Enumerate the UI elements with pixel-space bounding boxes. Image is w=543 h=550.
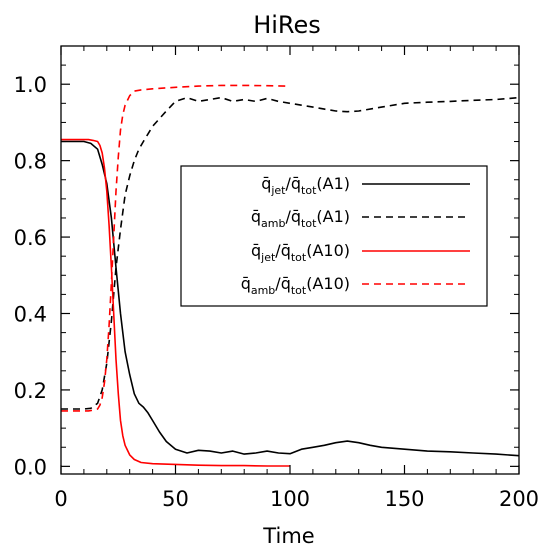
legend: q̄jet/q̄tot(A1) q̄amb/q̄tot(A1) q̄jet/q̄to… [180,165,488,307]
axis-ticks [60,45,520,474]
legend-label-2: q̄amb/q̄tot(A1) [251,207,350,230]
axis-tick-labels: 0 50 100 150 200 0.0 0.2 0.4 0.6 0.8 1.0 [14,73,539,511]
legend-box [180,165,488,307]
x-tick-label: 100 [270,487,310,511]
x-tick-label: 50 [162,487,189,511]
y-tick-label: 0.6 [14,226,47,250]
x-tick-label: 200 [499,487,539,511]
series-lines [61,84,520,467]
y-tick-label: 0.0 [14,455,47,479]
series-line-4 [61,84,291,412]
y-tick-label: 0.4 [14,303,47,327]
series-line-2 [61,96,520,410]
legend-label-4: q̄amb/q̄tot(A10) [241,274,350,297]
y-tick-label: 0.8 [14,150,47,174]
series-line-1 [61,140,520,457]
series-line-3 [61,138,290,467]
legend-label-3: q̄jet/q̄tot(A10) [251,241,350,264]
y-tick-label: 0.2 [14,379,47,403]
x-axis-label: Time [262,524,314,548]
x-tick-label: 150 [384,487,424,511]
chart-title: HiRes [253,11,321,39]
x-tick-label: 0 [54,487,67,511]
legend-label-1: q̄jet/q̄tot(A1) [261,174,350,197]
y-tick-label: 1.0 [14,73,47,97]
